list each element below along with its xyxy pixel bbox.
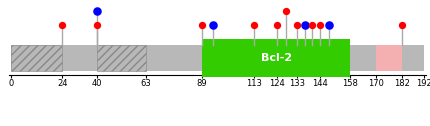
Point: [59, 24, 66, 26]
Point: [93, 24, 100, 26]
Point: [302, 24, 309, 26]
Point: [293, 24, 300, 26]
Point: [274, 24, 281, 26]
Bar: [97, 45, 146, 71]
Point: [250, 24, 257, 26]
Point: [93, 10, 100, 12]
Bar: [11, 45, 424, 71]
Point: [283, 10, 289, 12]
Point: [317, 24, 324, 26]
Point: [399, 24, 405, 26]
Point: [209, 24, 216, 26]
Point: [308, 24, 315, 26]
Bar: [376, 45, 402, 71]
Text: Bcl-2: Bcl-2: [261, 53, 292, 63]
Point: [326, 24, 332, 26]
Bar: [202, 39, 350, 77]
Point: [199, 24, 206, 26]
Bar: [11, 45, 62, 71]
